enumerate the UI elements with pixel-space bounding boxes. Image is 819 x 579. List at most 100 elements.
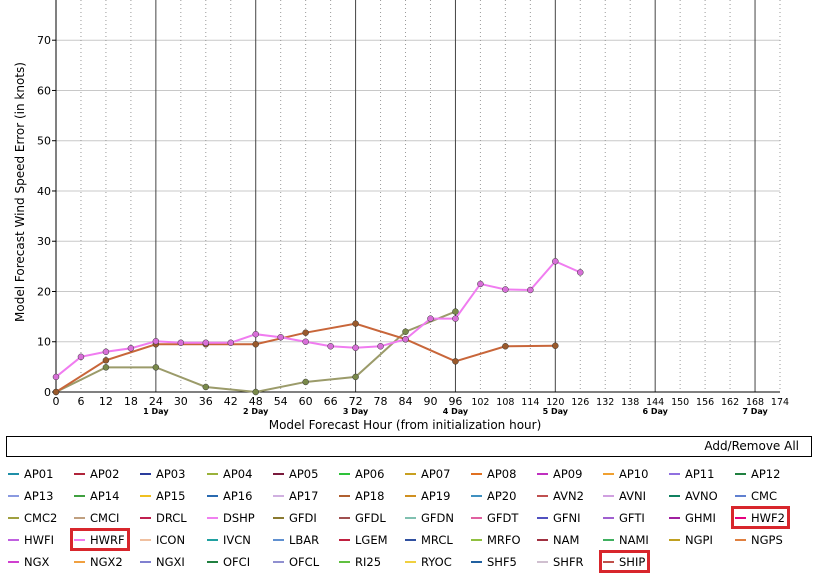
legend-item-ofci[interactable]: OFCI xyxy=(205,552,250,571)
legend-swatch xyxy=(339,538,350,541)
legend-item-nam[interactable]: NAM xyxy=(535,530,579,549)
legend-item-ap02[interactable]: AP02 xyxy=(72,464,119,483)
x-tick-label: 150 xyxy=(671,397,689,408)
legend-item-ngxi[interactable]: NGXI xyxy=(138,552,185,571)
legend-swatch xyxy=(273,494,284,497)
legend-swatch xyxy=(471,494,482,497)
legend-swatch xyxy=(207,494,218,497)
legend-label: RI25 xyxy=(355,554,382,569)
data-point-hwrf xyxy=(352,344,359,352)
x-tick-label: 90 xyxy=(423,395,437,408)
legend-item-ap13[interactable]: AP13 xyxy=(6,486,53,505)
legend-swatch xyxy=(74,538,85,541)
legend-item-ngpi[interactable]: NGPI xyxy=(667,530,713,549)
legend-item-hwfi[interactable]: HWFI xyxy=(6,530,54,549)
legend-item-ap06[interactable]: AP06 xyxy=(337,464,384,483)
legend-item-gfdt[interactable]: GFDT xyxy=(469,508,518,527)
legend-item-ryoc[interactable]: RYOC xyxy=(403,552,452,571)
legend-item-ap14[interactable]: AP14 xyxy=(72,486,119,505)
legend-item-ap04[interactable]: AP04 xyxy=(205,464,252,483)
legend-item-ap05[interactable]: AP05 xyxy=(271,464,318,483)
x-tick-label: 54 xyxy=(274,395,288,408)
legend-item-shfr[interactable]: SHFR xyxy=(535,552,584,571)
legend-item-gfdi[interactable]: GFDI xyxy=(271,508,317,527)
legend-item-avn2[interactable]: AVN2 xyxy=(535,486,584,505)
legend-label: NGPI xyxy=(685,532,713,547)
legend-item-ap01[interactable]: AP01 xyxy=(6,464,53,483)
legend-swatch xyxy=(207,472,218,475)
legend-item-ap10[interactable]: AP10 xyxy=(601,464,648,483)
legend-label: SHIP xyxy=(619,554,646,569)
legend-item-ap03[interactable]: AP03 xyxy=(138,464,185,483)
legend-item-avno[interactable]: AVNO xyxy=(667,486,718,505)
legend-item-icon[interactable]: ICON xyxy=(138,530,185,549)
legend-item-drcl[interactable]: DRCL xyxy=(138,508,187,527)
legend-swatch xyxy=(537,560,548,563)
legend-item-nami[interactable]: NAMI xyxy=(601,530,649,549)
data-point-hwrf xyxy=(52,373,60,381)
legend-item-ap12[interactable]: AP12 xyxy=(733,464,780,483)
legend-item-avni[interactable]: AVNI xyxy=(601,486,646,505)
legend-swatch xyxy=(273,560,284,563)
data-point-hwrf xyxy=(577,269,584,276)
y-tick-label: 0 xyxy=(44,386,51,399)
legend-item-ofcl[interactable]: OFCL xyxy=(271,552,319,571)
legend-item-mrcl[interactable]: MRCL xyxy=(403,530,453,549)
legend-label: CMC2 xyxy=(24,510,58,525)
legend-swatch xyxy=(669,472,680,475)
x-tick-label: 6 xyxy=(77,395,84,408)
legend-item-ship[interactable]: SHIP xyxy=(598,550,651,573)
legend-item-ap17[interactable]: AP17 xyxy=(271,486,318,505)
legend-item-ap15[interactable]: AP15 xyxy=(138,486,185,505)
series-group xyxy=(52,258,584,396)
data-point-hwrf xyxy=(277,333,284,341)
legend-item-cmc2[interactable]: CMC2 xyxy=(6,508,57,527)
x-tick-label: 36 xyxy=(199,395,213,408)
legend-item-ngps[interactable]: NGPS xyxy=(733,530,783,549)
legend-item-ngx[interactable]: NGX xyxy=(6,552,49,571)
legend-item-lgem[interactable]: LGEM xyxy=(337,530,388,549)
legend-item-hwf2[interactable]: HWF2 xyxy=(731,506,790,529)
legend-item-gfni[interactable]: GFNI xyxy=(535,508,581,527)
legend-item-ap16[interactable]: AP16 xyxy=(205,486,252,505)
legend-swatch xyxy=(669,494,680,497)
data-point-ship xyxy=(252,388,259,396)
legend-item-gfti[interactable]: GFTI xyxy=(601,508,645,527)
legend-item-cmc[interactable]: CMC xyxy=(733,486,777,505)
legend-label: AP03 xyxy=(156,466,186,481)
legend-item-ivcn[interactable]: IVCN xyxy=(205,530,251,549)
legend-item-cmci[interactable]: CMCI xyxy=(72,508,119,527)
legend-item-gfdn[interactable]: GFDN xyxy=(403,508,454,527)
legend-label: CMCI xyxy=(90,510,120,525)
legend-item-ngx2[interactable]: NGX2 xyxy=(72,552,123,571)
legend-item-ri25[interactable]: RI25 xyxy=(337,552,381,571)
legend-item-ap09[interactable]: AP09 xyxy=(535,464,582,483)
legend-label: SHF5 xyxy=(487,554,517,569)
legend-item-dshp[interactable]: DSHP xyxy=(205,508,255,527)
legend-item-ap08[interactable]: AP08 xyxy=(469,464,516,483)
legend-item-mrfo[interactable]: MRFO xyxy=(469,530,521,549)
legend-swatch xyxy=(339,516,350,519)
legend-item-ap07[interactable]: AP07 xyxy=(403,464,450,483)
legend-item-ap19[interactable]: AP19 xyxy=(403,486,450,505)
legend-item-ghmi[interactable]: GHMI xyxy=(667,508,716,527)
legend-item-ap11[interactable]: AP11 xyxy=(667,464,714,483)
legend-item-ap18[interactable]: AP18 xyxy=(337,486,384,505)
legend-item-lbar[interactable]: LBAR xyxy=(271,530,319,549)
legend-item-ap20[interactable]: AP20 xyxy=(469,486,516,505)
legend-label: AVNI xyxy=(619,488,646,503)
legend-item-shf5[interactable]: SHF5 xyxy=(469,552,517,571)
legend-label: AVNO xyxy=(685,488,718,503)
x-tick-label: 48 xyxy=(249,395,263,408)
data-point-hwrf xyxy=(477,280,484,288)
x-tick-label: 78 xyxy=(374,395,388,408)
legend-item-gfdl[interactable]: GFDL xyxy=(337,508,386,527)
add-remove-all-link[interactable]: Add/Remove All xyxy=(704,439,799,453)
series-line-hwrf xyxy=(55,260,581,378)
legend-swatch xyxy=(273,472,284,475)
legend-label: NGX2 xyxy=(90,554,123,569)
legend-label: MRFO xyxy=(487,532,521,547)
legend-item-hwrf[interactable]: HWRF xyxy=(70,528,130,551)
data-point-hwrf xyxy=(527,286,534,294)
x-axis-label: Model Forecast Hour (from initialization… xyxy=(269,418,542,432)
